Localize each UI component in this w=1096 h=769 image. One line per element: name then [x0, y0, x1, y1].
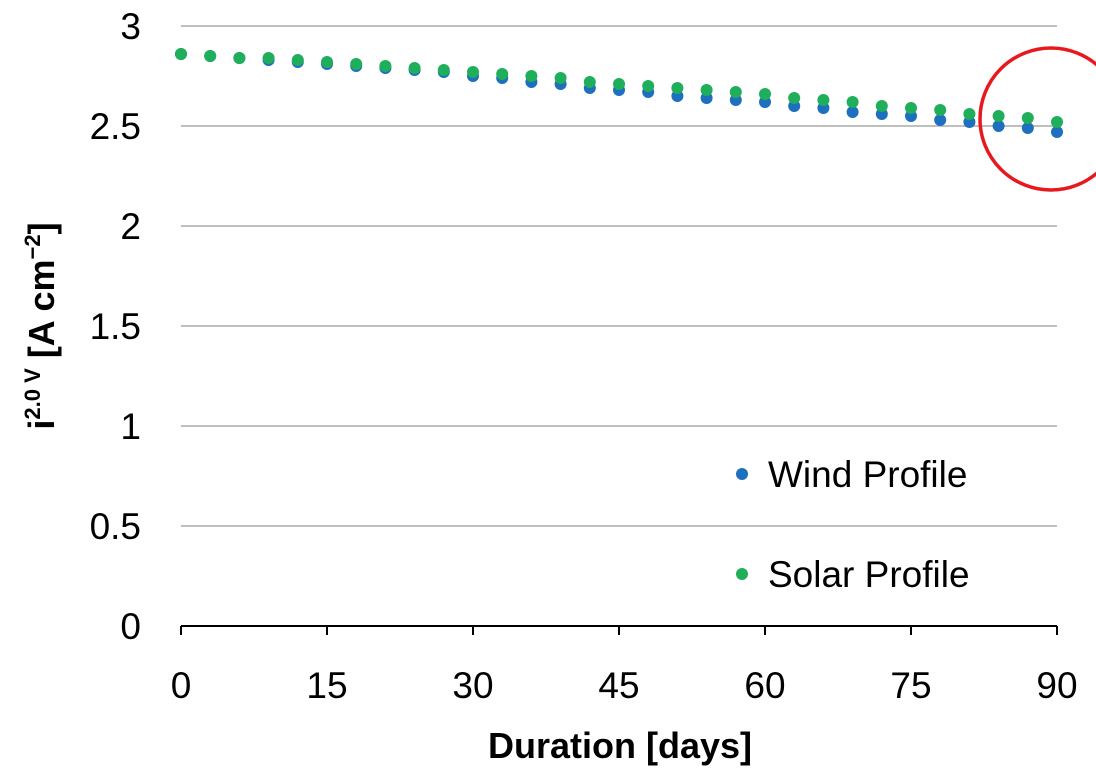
legend-marker-wind — [736, 468, 748, 480]
solar-profile-point — [204, 50, 217, 62]
solar-profile-point — [671, 82, 684, 94]
solar-profile-point — [467, 66, 479, 78]
solar-profile-point — [1051, 116, 1063, 128]
gridlines — [181, 25, 1057, 527]
x-axis-title: Duration [days] — [488, 725, 752, 766]
solar-profile-point — [846, 96, 859, 108]
x-tick-label: 75 — [890, 665, 931, 706]
y-tick-labels: 0 0.5 1 1.5 2 2.5 3 — [90, 6, 141, 647]
legend-label-wind: Wind Profile — [768, 454, 967, 495]
x-tick-label: 90 — [1036, 665, 1077, 706]
y-tick-label: 2 — [120, 206, 141, 247]
y-axis-title-unit-superscript: −2 — [20, 234, 45, 259]
x-tick-label: 30 — [452, 665, 493, 706]
solar-profile-point — [175, 48, 187, 60]
wind-profile-point — [846, 106, 859, 118]
legend-marker-solar — [736, 568, 748, 580]
solar-profile-point — [262, 52, 275, 64]
solar-profile-point — [817, 94, 830, 106]
annotations — [978, 46, 1096, 192]
solar-profile-point — [408, 62, 421, 74]
legend: Wind Profile Solar Profile — [736, 454, 970, 595]
solar-profile-point — [437, 64, 450, 76]
axes — [180, 625, 1058, 635]
solar-profile-point — [525, 70, 538, 82]
solar-profile-point — [583, 76, 596, 88]
y-tick-label: 0 — [120, 606, 141, 647]
x-tick-label: 15 — [306, 665, 347, 706]
data-points — [175, 48, 1063, 138]
wind-profile-point — [1051, 126, 1063, 138]
solar-profile-point — [233, 52, 246, 64]
solar-profile-point — [554, 72, 567, 84]
highlight-circle — [978, 46, 1096, 192]
solar-profile-point — [729, 86, 742, 98]
x-tick-label: 45 — [598, 665, 639, 706]
legend-label-solar: Solar Profile — [768, 554, 970, 595]
solar-profile-point — [496, 68, 509, 80]
solar-profile-point — [1021, 112, 1034, 124]
y-tick-label: 2.5 — [90, 106, 141, 147]
solar-profile-point — [788, 92, 801, 104]
solar-profile-point — [875, 100, 888, 112]
y-axis-title-superscript: 2.0 V — [20, 368, 45, 420]
solar-profile-point — [759, 88, 771, 100]
solar-profile-point — [379, 60, 392, 72]
wind-profile-point — [934, 114, 947, 126]
solar-profile-point — [291, 54, 304, 66]
wind-profile-point — [1021, 122, 1034, 134]
solar-profile-point — [934, 104, 947, 116]
solar-profile-point — [642, 80, 655, 92]
y-axis-title-unit-close: ] — [21, 222, 62, 234]
y-tick-label: 3 — [120, 6, 141, 47]
y-tick-label: 0.5 — [90, 506, 141, 547]
x-tick-label: 60 — [744, 665, 785, 706]
x-tick-labels: 0 15 30 45 60 75 90 — [171, 665, 1078, 706]
y-axis-title-base: i — [21, 420, 62, 430]
y-tick-label: 1.5 — [90, 306, 141, 347]
solar-profile-point — [992, 110, 1005, 122]
y-tick-label: 1 — [120, 406, 141, 447]
solar-profile-point — [613, 78, 625, 90]
solar-profile-point — [963, 108, 976, 120]
solar-profile-point — [321, 56, 333, 68]
wind-profile-point — [992, 120, 1005, 132]
y-axis-title-unit: [A cm — [21, 260, 62, 369]
solar-profile-point — [700, 84, 713, 96]
x-tick-label: 0 — [171, 665, 192, 706]
solar-profile-point — [350, 58, 363, 70]
solar-profile-point — [905, 102, 917, 114]
y-axis-title: i2.0 V [A cm−2] — [20, 222, 62, 429]
